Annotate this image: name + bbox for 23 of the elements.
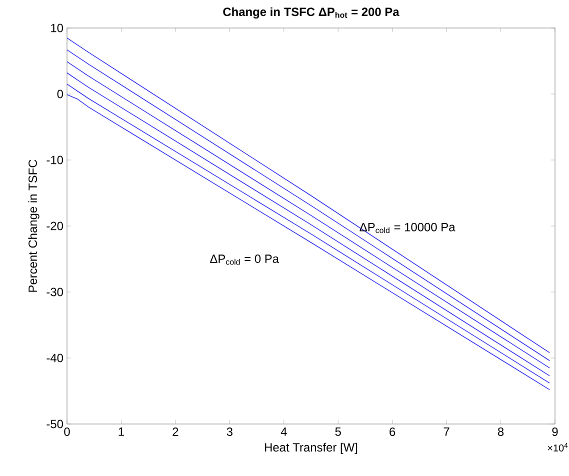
y-tick-label: 0 [57,90,64,98]
x-tick-label: 2 [172,428,178,436]
chart-title: Change in TSFC ΔP$_{hot}$ = 200 Pa [223,7,400,19]
x-tick-label: 3 [226,428,232,436]
x-tick-label: 1 [118,428,124,436]
y-axis-title: Percent Change in TSFC [28,160,40,292]
annotation: ΔP$_{cold}$ = 10000 Pa [360,222,456,234]
x-tick-label: 7 [444,428,450,436]
y-tick-label: -10 [46,156,64,164]
annotation: ΔP$_{cold}$ = 0 Pa [210,254,279,265]
x-axis-title: Heat Transfer [W] [265,442,358,454]
y-tick-label: -50 [46,420,64,428]
x-tick-label: 5 [335,428,341,436]
y-tick-label: -40 [46,354,64,362]
x-tick-label: 0 [64,428,70,436]
y-tick-label: -30 [46,288,64,296]
text: ×10$^{4}$ [548,443,568,452]
x-tick-label: 8 [498,428,504,436]
x-tick-label: 9 [552,428,558,436]
y-tick-label: 10 [51,24,64,32]
x-tick-label: 6 [390,428,396,436]
x-tick-label: 4 [280,428,287,436]
y-tick-label: -20 [46,222,64,230]
